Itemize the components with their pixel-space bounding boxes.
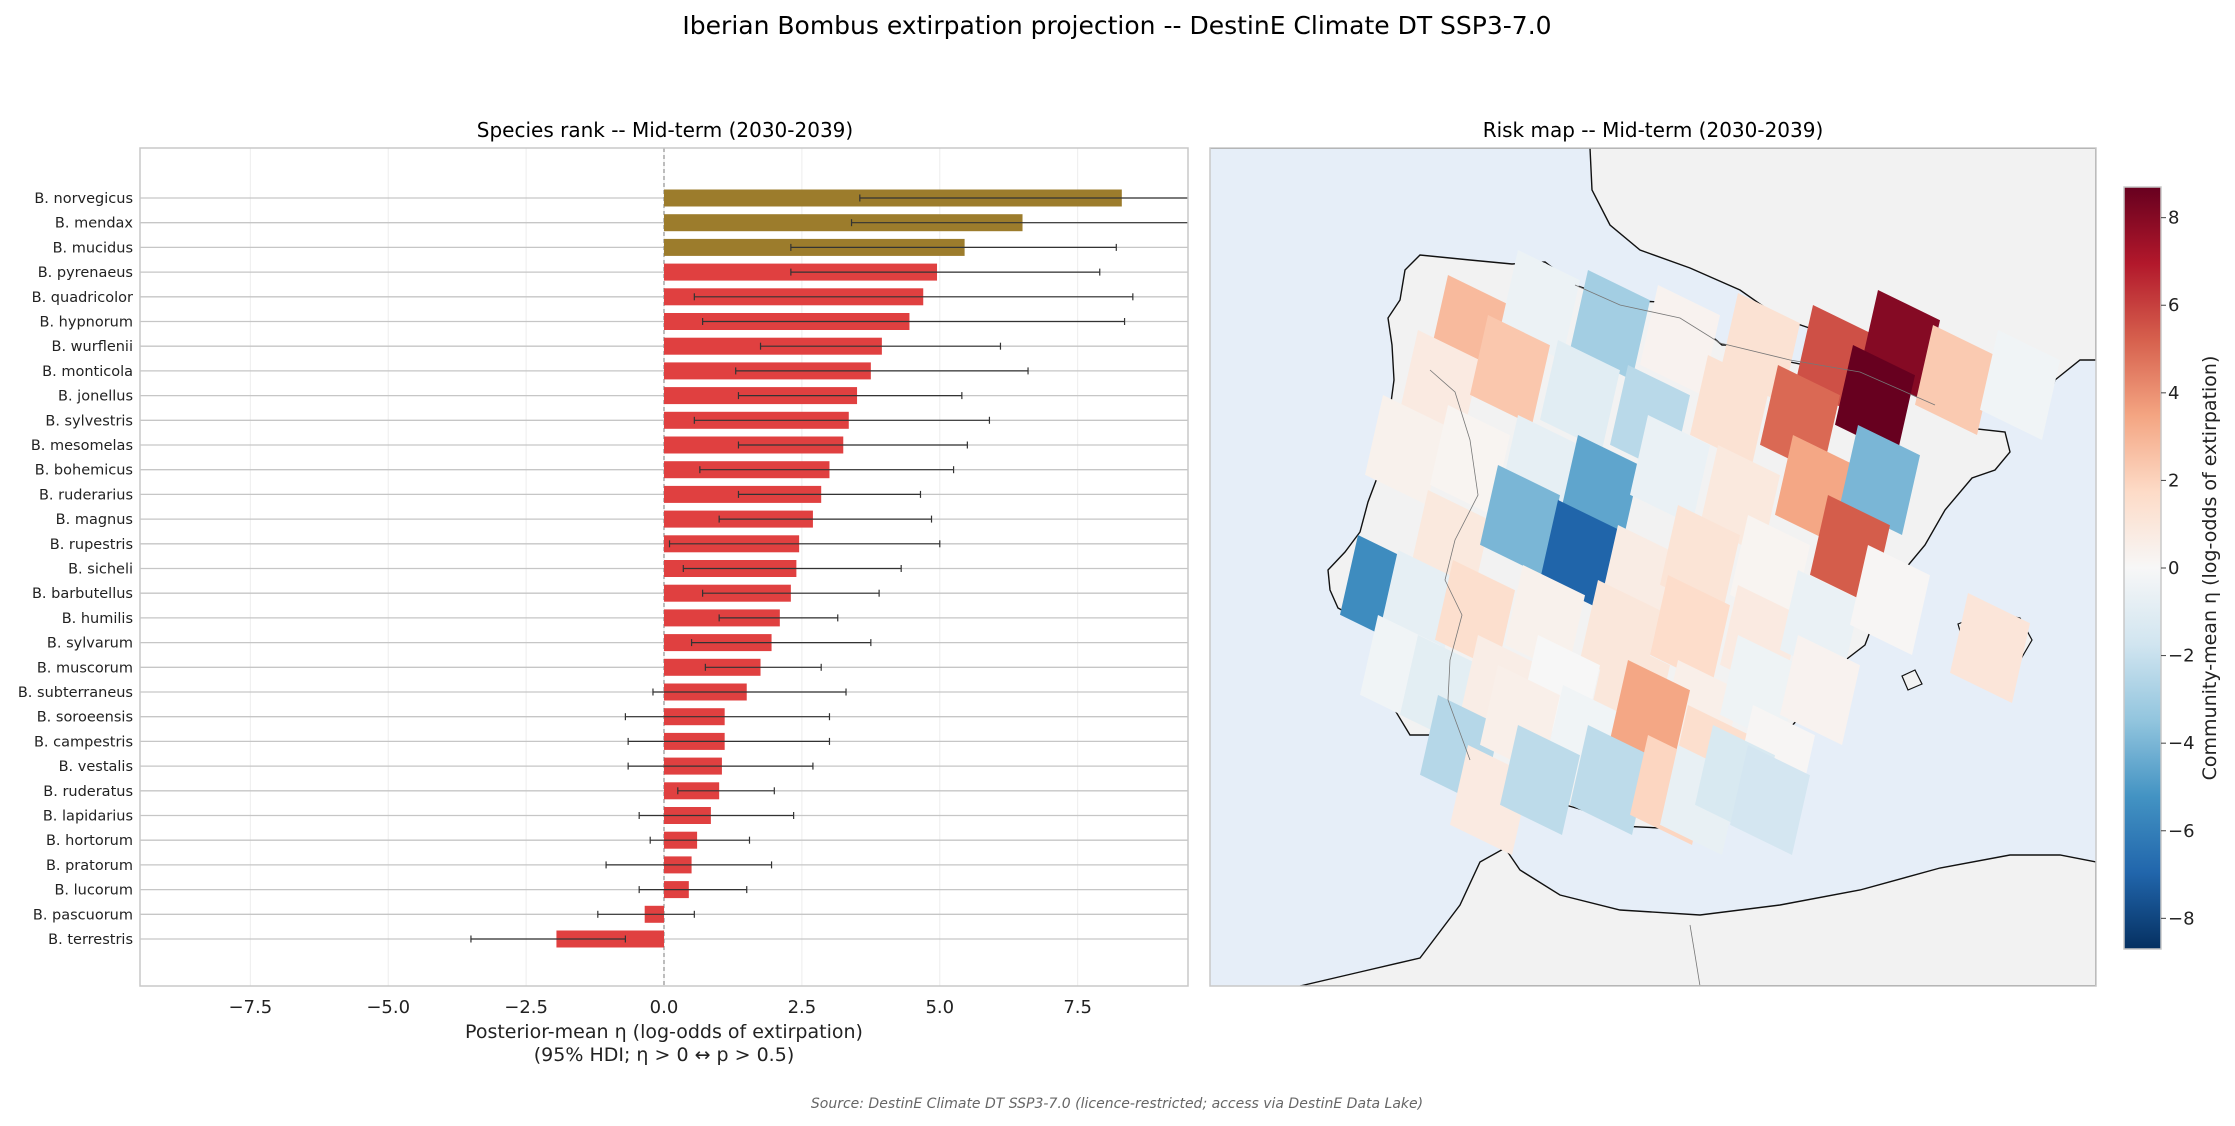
species-label: B. hypnorum	[40, 315, 133, 331]
risk-cell	[1840, 425, 1920, 535]
species-label: B. soroeensis	[37, 710, 133, 726]
risk-cell	[1720, 635, 1800, 745]
risk-cell	[1730, 745, 1810, 855]
risk-cell	[1640, 285, 1720, 395]
x-tick-labels: −7.5 −5.0 −2.5 0.0 2.5 5.0 7.5	[228, 997, 1092, 1018]
species-label: B. pratorum	[46, 858, 133, 874]
risk-cell	[1505, 565, 1585, 675]
species-rank-chart: Species rank -- Mid-term (2030-2039) B. …	[18, 118, 1189, 1066]
species-label: B. pyrenaeus	[38, 265, 133, 281]
species-label: B. bohemicus	[35, 463, 133, 479]
species-label: B. humilis	[62, 611, 133, 627]
risk-cell	[1480, 465, 1560, 575]
species-label: B. terrestris	[48, 932, 133, 948]
species-label: B. vestalis	[59, 759, 133, 775]
risk-map: Risk map -- Mid-term (2030-2039)	[1209, 118, 2221, 987]
risk-cell	[1760, 365, 1840, 475]
species-rank-title: Species rank -- Mid-term (2030-2039)	[477, 118, 853, 142]
portugal-spain-border	[1429, 369, 1479, 761]
risk-cells	[1340, 250, 2060, 855]
species-label: B. jonellus	[58, 389, 133, 405]
species-label: B. wurflenii	[52, 339, 133, 355]
risk-cell	[1980, 330, 2060, 440]
species-label: B. pascuorum	[33, 907, 133, 923]
colorbar-tick-label: 2	[2168, 470, 2179, 491]
risk-cell	[1950, 593, 2030, 703]
colorbar-tick-label: 0	[2168, 558, 2179, 579]
species-label: B. quadricolor	[32, 290, 133, 306]
risk-cell	[1365, 395, 1445, 505]
colorbar-tick-label: 6	[2168, 295, 2179, 316]
species-label: B. barbutellus	[32, 586, 133, 602]
risk-cell	[1915, 325, 1995, 435]
species-label: B. lucorum	[54, 883, 133, 899]
species-label: B. mesomelas	[31, 438, 133, 454]
species-label: B. mucidus	[53, 240, 133, 256]
species-label: B. sylvarum	[47, 636, 133, 652]
species-label: B. sicheli	[68, 562, 133, 578]
risk-cell	[1570, 270, 1650, 380]
map-frame	[1209, 147, 2097, 987]
risk-cell	[1630, 415, 1710, 525]
bar-plot-frame	[139, 147, 1189, 987]
species-label: B. monticola	[42, 364, 133, 380]
bar-grid	[249, 148, 1079, 986]
figure-title: Iberian Bombus extirpation projection --…	[682, 11, 1551, 40]
species-label: B. hortorum	[46, 833, 133, 849]
risk-map-title: Risk map -- Mid-term (2030-2039)	[1483, 118, 1824, 142]
ibiza-island	[1901, 669, 1923, 691]
x-tick-label: 7.5	[1063, 997, 1092, 1018]
risk-cell	[1540, 340, 1620, 450]
colorbar: −8 −6 −4 −2 0 2 4 6 8 Community-mean η (log-odds…	[2123, 186, 2221, 950]
spain-france-border	[1574, 284, 1936, 406]
risk-cell	[1430, 405, 1510, 515]
colorbar-tick-label: −2	[2168, 646, 2195, 667]
risk-cell	[1835, 345, 1915, 455]
colorbar-tick-label: 4	[2168, 383, 2179, 404]
x-tick-label: 2.5	[788, 997, 817, 1018]
bar	[664, 214, 1023, 232]
risk-cell	[1850, 545, 1930, 655]
x-tick-label: −5.0	[366, 997, 410, 1018]
species-label: B. subterraneus	[18, 685, 133, 701]
risk-cell	[1500, 725, 1580, 835]
risk-cell	[1650, 575, 1730, 685]
colorbar-tick-label: −4	[2168, 733, 2195, 754]
colorbar-ticks: −8 −6 −4 −2 0 2 4 6 8	[2161, 208, 2195, 929]
x-tick-label: 0.0	[650, 997, 679, 1018]
species-label: B. magnus	[56, 512, 133, 528]
risk-cell	[1690, 355, 1770, 465]
risk-cell	[1470, 315, 1550, 425]
colorbar-label: Community-mean η (log-odds of extirpatio…	[2199, 356, 2221, 781]
colorbar-tick-label: −8	[2168, 908, 2195, 929]
species-label: B. rupestris	[50, 537, 133, 553]
species-label: B. sylvestris	[45, 413, 133, 429]
species-label: B. muscorum	[37, 660, 133, 676]
species-labels: B. norvegicus B. mendax B. mucidus B. pyren…	[18, 191, 134, 948]
risk-cell	[1570, 725, 1650, 835]
bar-marks	[470, 189, 1188, 948]
species-label: B. campestris	[34, 734, 133, 750]
colorbar-tick-label: −6	[2168, 821, 2195, 842]
source-note: Source: DestinE Climate DT SSP3-7.0 (lic…	[811, 1096, 1423, 1112]
colorbar-tick-label: 8	[2168, 208, 2179, 229]
species-label: B. norvegicus	[34, 191, 133, 207]
risk-cell	[1610, 660, 1690, 770]
x-tick-label: 5.0	[925, 997, 954, 1018]
x-axis-label: Posterior-mean η (log-odds of extirpatio…	[465, 1021, 863, 1043]
species-label: B. ruderarius	[39, 487, 133, 503]
gibraltar-strait-border	[1689, 924, 1701, 986]
species-label: B. mendax	[55, 216, 133, 232]
species-label: B. ruderatus	[43, 784, 133, 800]
x-axis-sublabel: (95% HDI; η > 0 ↔ p > 0.5)	[534, 1044, 794, 1066]
colorbar-gradient	[2123, 186, 2162, 950]
x-tick-label: −7.5	[228, 997, 272, 1018]
x-tick-label: −2.5	[504, 997, 548, 1018]
north-africa-landmass	[1299, 847, 2096, 986]
risk-cell	[1780, 635, 1860, 745]
species-label: B. lapidarius	[43, 809, 133, 825]
